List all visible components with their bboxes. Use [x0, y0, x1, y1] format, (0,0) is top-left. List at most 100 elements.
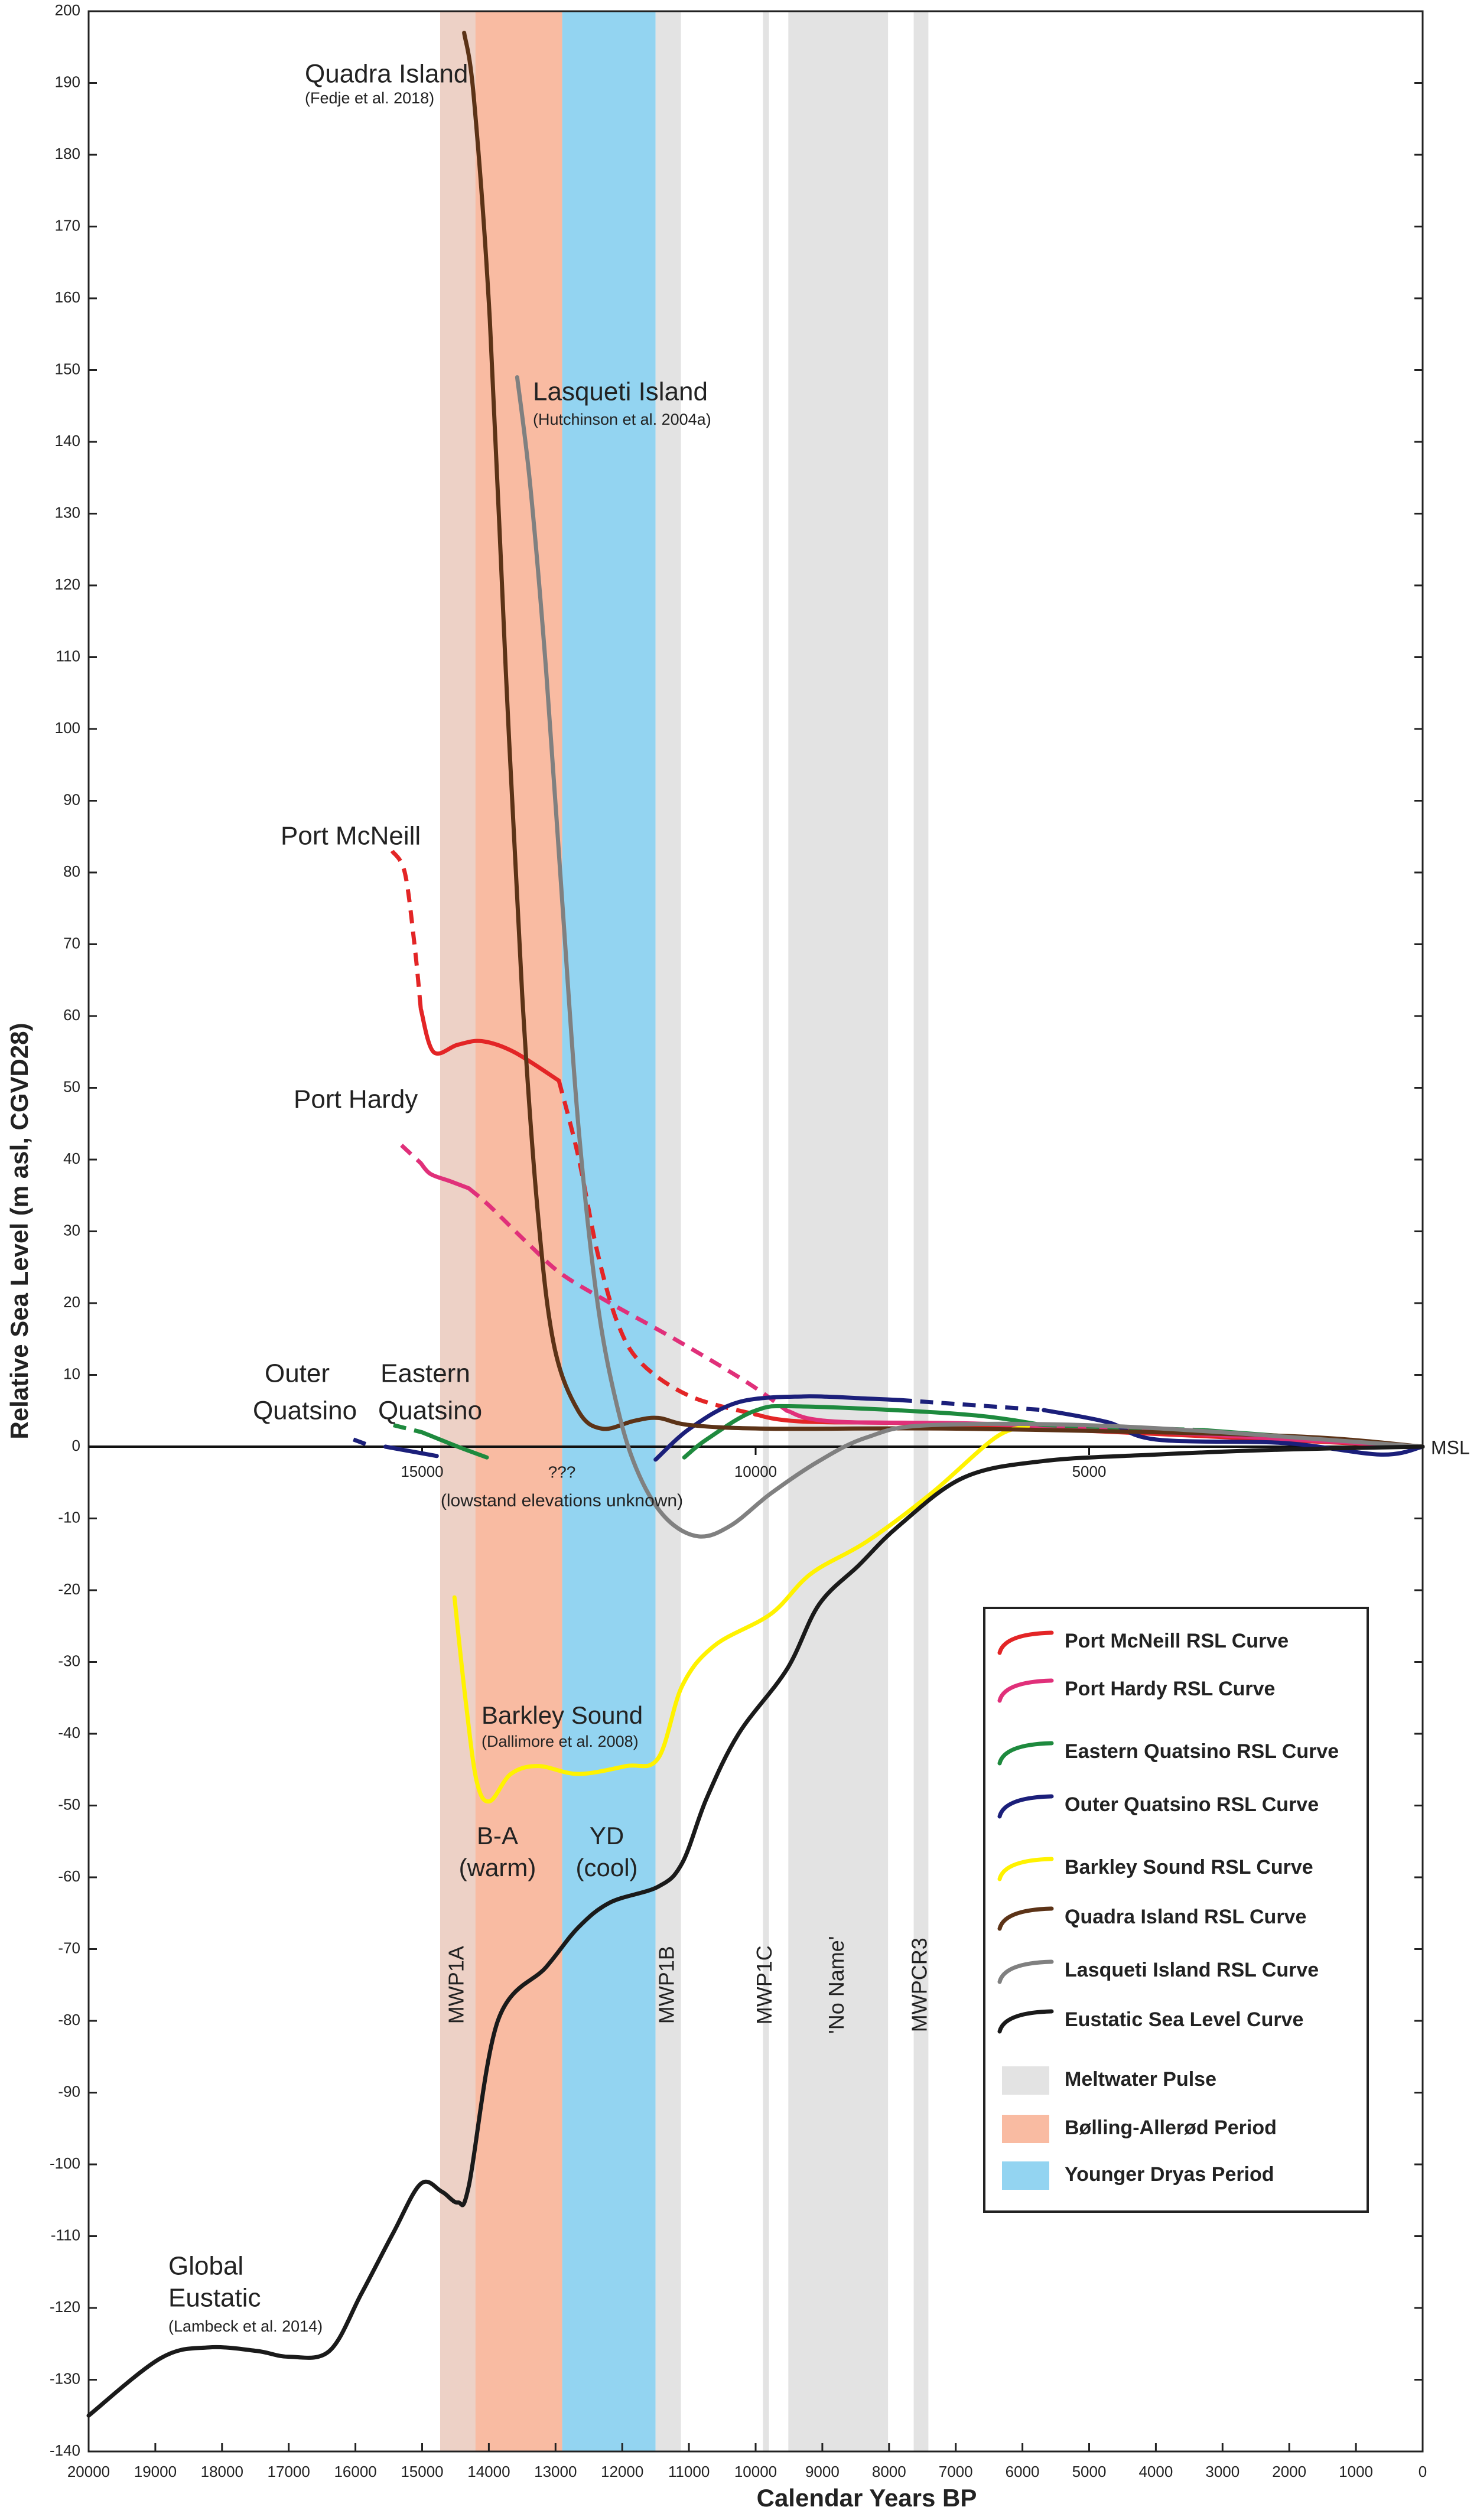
rsl-curve	[420, 1430, 489, 1460]
y-tick-label: 170	[55, 216, 80, 234]
annotation: (Fedje et al. 2018)	[305, 89, 434, 107]
x-tick-label: 8000	[872, 2463, 906, 2480]
x-axis-label: Calendar Years BP	[757, 2484, 977, 2512]
legend-label: Lasqueti Island RSL Curve	[1065, 1959, 1319, 1981]
rsl-curve	[390, 849, 423, 1010]
pulse-band	[655, 11, 681, 2451]
x-tick-label: 0	[1419, 2463, 1427, 2480]
y-tick-label: -60	[58, 1867, 80, 1885]
y-tick-label: -40	[58, 1724, 80, 1741]
y-tick-label: 60	[63, 1006, 80, 1024]
y-tick-label: 10	[63, 1365, 80, 1382]
annotation: (Hutchinson et al. 2004a)	[533, 411, 711, 428]
y-tick-label: -70	[58, 1939, 80, 1956]
legend-symbol	[997, 1906, 1054, 1931]
rsl-curve	[383, 1444, 439, 1458]
rsl-curve	[467, 1186, 789, 1413]
y-tick-label: 90	[63, 790, 80, 808]
annotation: Port McNeill	[281, 822, 421, 851]
annotation: Outer	[265, 1359, 330, 1388]
msl-label: MSL	[1431, 1437, 1470, 1458]
y-tick-label: -130	[50, 2369, 80, 2387]
y-tick-label: 120	[55, 575, 80, 593]
y-tick-label: 0	[72, 1437, 80, 1454]
rsl-curve	[515, 375, 1425, 1539]
legend-symbol	[997, 1741, 1054, 1766]
x-tick-label: 15000	[401, 2463, 443, 2480]
annotation: Global	[168, 2252, 243, 2281]
annotation: (lowstand elevations unknown)	[441, 1491, 683, 1510]
y-tick-label: -140	[50, 2441, 80, 2459]
y-tick-label: -80	[58, 2011, 80, 2029]
y-tick-label: 30	[63, 1221, 80, 1239]
x-tick-label: 4000	[1138, 2463, 1173, 2480]
rsl-curve	[393, 1423, 423, 1435]
pulse-band	[913, 11, 929, 2451]
legend-label: Meltwater Pulse	[1065, 2068, 1216, 2091]
x-tick-label: 20000	[67, 2463, 110, 2480]
rsl-curve	[899, 1398, 1044, 1412]
rsl-curve	[418, 1161, 471, 1191]
rsl-curve	[400, 1144, 422, 1165]
y-tick-label: -10	[58, 1508, 80, 1526]
pulse-label: MWP1A	[444, 1946, 468, 2024]
y-tick-label: 130	[55, 503, 80, 521]
annotation: ???	[548, 1463, 576, 1481]
annotation: (warm)	[459, 1854, 536, 1881]
annotation: Quatsino	[378, 1396, 482, 1425]
y-tick-label: -100	[50, 2154, 80, 2172]
x-tick-label: 19000	[134, 2463, 177, 2480]
x-tick-label: 9000	[805, 2463, 840, 2480]
legend: Port McNeill RSL Curve Port Hardy RSL Cur…	[983, 1607, 1369, 2213]
y-tick-label: 200	[55, 1, 80, 19]
x-tick-label: 12000	[601, 2463, 643, 2480]
legend-label: Quadra Island RSL Curve	[1065, 1906, 1306, 1928]
annotation: (Lambeck et al. 2014)	[168, 2317, 323, 2335]
rsl-curve	[1042, 1408, 1425, 1457]
y-tick-label: -30	[58, 1652, 80, 1669]
y-tick-label: 100	[55, 719, 80, 737]
rsl-curve	[352, 1437, 374, 1449]
rsl-curve	[653, 1394, 902, 1462]
annotation: YD	[590, 1822, 624, 1850]
annotation: (cool)	[575, 1854, 637, 1881]
pulse-band	[763, 11, 769, 2451]
pulse-label: MWPCR3	[907, 1938, 932, 2032]
legend-label: Younger Dryas Period	[1065, 2163, 1274, 2186]
legend-label: Eustatic Sea Level Curve	[1065, 2008, 1303, 2031]
x-tick-label: 6000	[1006, 2463, 1040, 2480]
annotation: B-A	[477, 1822, 518, 1850]
x-tick-label: 1000	[1339, 2463, 1373, 2480]
legend-symbol	[997, 1630, 1054, 1655]
legend-symbol	[997, 2009, 1054, 2034]
pulse-band	[788, 11, 889, 2451]
legend-symbol	[997, 1678, 1054, 1703]
y-tick-label: 50	[63, 1077, 80, 1095]
y-tick-label: 150	[55, 360, 80, 377]
annotation: Quadra Island	[305, 60, 468, 89]
legend-symbol	[997, 1794, 1054, 1819]
y-tick-label: 180	[55, 145, 80, 162]
annotation: Lasqueti Island	[533, 377, 708, 406]
msl-tick-label: 15000	[401, 1463, 443, 1480]
legend-symbol	[997, 1857, 1054, 1881]
annotation: Port Hardy	[294, 1085, 418, 1114]
annotation: Eustatic	[168, 2284, 261, 2313]
x-tick-label: 7000	[939, 2463, 973, 2480]
y-tick-label: 140	[55, 432, 80, 450]
x-tick-label: 13000	[534, 2463, 577, 2480]
y-tick-label: 190	[55, 73, 80, 90]
y-tick-label: 110	[56, 647, 80, 665]
x-tick-label: 10000	[734, 2463, 777, 2480]
x-tick-label: 18000	[201, 2463, 243, 2480]
y-tick-label: -120	[50, 2298, 80, 2316]
x-tick-label: 2000	[1272, 2463, 1306, 2480]
rsl-curve	[557, 1080, 756, 1417]
period-band	[562, 11, 656, 2451]
rsl-curve	[86, 1444, 1425, 2418]
x-tick-label: 16000	[334, 2463, 376, 2480]
annotation: Quatsino	[253, 1396, 357, 1425]
msl-tick-label: 10000	[734, 1463, 777, 1480]
legend-label: Port Hardy RSL Curve	[1065, 1678, 1275, 1700]
